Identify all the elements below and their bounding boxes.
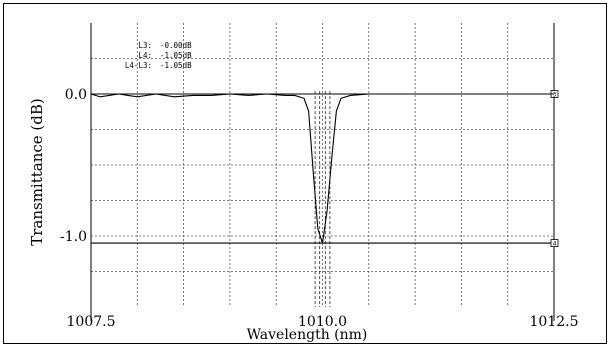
annotation-value: -1.05dB — [160, 61, 192, 70]
x-tick-labels: 1007.5 1010.0 1012.5 — [67, 314, 579, 330]
y-tick-label: 0.0 — [65, 87, 87, 103]
series-line — [90, 93, 554, 244]
annotations: L3: -0.00dB L4: -1.05dB L4-L3: -1.05dB — [125, 41, 192, 70]
y-tick-labels: 0.0 -1.0 — [60, 87, 87, 245]
series — [90, 93, 554, 244]
y-axis-label: Transmittance (dB) — [28, 98, 46, 246]
transmittance-chart: 34 0.0-1.0 1007.5 1010.0 1012.5 L3: -0.00dB… — [28, 23, 579, 343]
annotation-value: -1.05dB — [160, 51, 192, 60]
y-tick-label: -1.0 — [60, 229, 87, 245]
marker-tag-label-l3: 3 — [553, 92, 557, 99]
marker-tag-l4 — [550, 239, 559, 248]
x-tick-label: 1010.0 — [298, 314, 347, 330]
x-axis-label: Wavelength (nm) — [247, 327, 368, 343]
annotation-key: L4: — [138, 51, 152, 60]
annotation-value: -0.00dB — [160, 41, 192, 50]
x-tick-label: 1007.5 — [67, 314, 116, 330]
annotation-key: L3: — [138, 41, 152, 50]
x-tick-label: 1012.5 — [530, 314, 579, 330]
marker-lines: 34 — [91, 90, 559, 307]
annotation-key: L4-L3: — [125, 61, 152, 70]
marker-tag-label-l4: 4 — [553, 241, 557, 248]
